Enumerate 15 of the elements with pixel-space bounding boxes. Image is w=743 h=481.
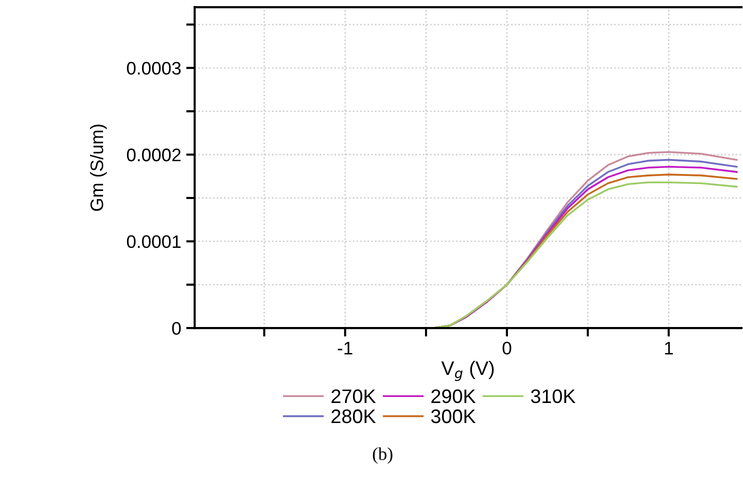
- x-tick-label: 1: [665, 342, 673, 354]
- y-tick-label: 0.0003: [126, 62, 181, 75]
- y-axis-title: Gm (S/um): [90, 124, 107, 211]
- legend-label: 290K: [431, 389, 476, 404]
- x-tick-label: -1: [338, 342, 352, 354]
- y-tick-label: 0: [172, 322, 181, 335]
- y-tick-label: 0.0001: [126, 235, 181, 248]
- y-tick-label: 0.0002: [126, 148, 181, 162]
- x-tick-label: 0: [502, 342, 512, 354]
- legend-label: 310K: [531, 389, 576, 404]
- legend-label: 300K: [431, 409, 476, 424]
- x-axis-title: V$_{g}$ (V): [441, 360, 494, 381]
- legend-label: 270K: [332, 389, 376, 404]
- text: (b): [372, 447, 392, 464]
- legend-label: 280K: [332, 409, 376, 424]
